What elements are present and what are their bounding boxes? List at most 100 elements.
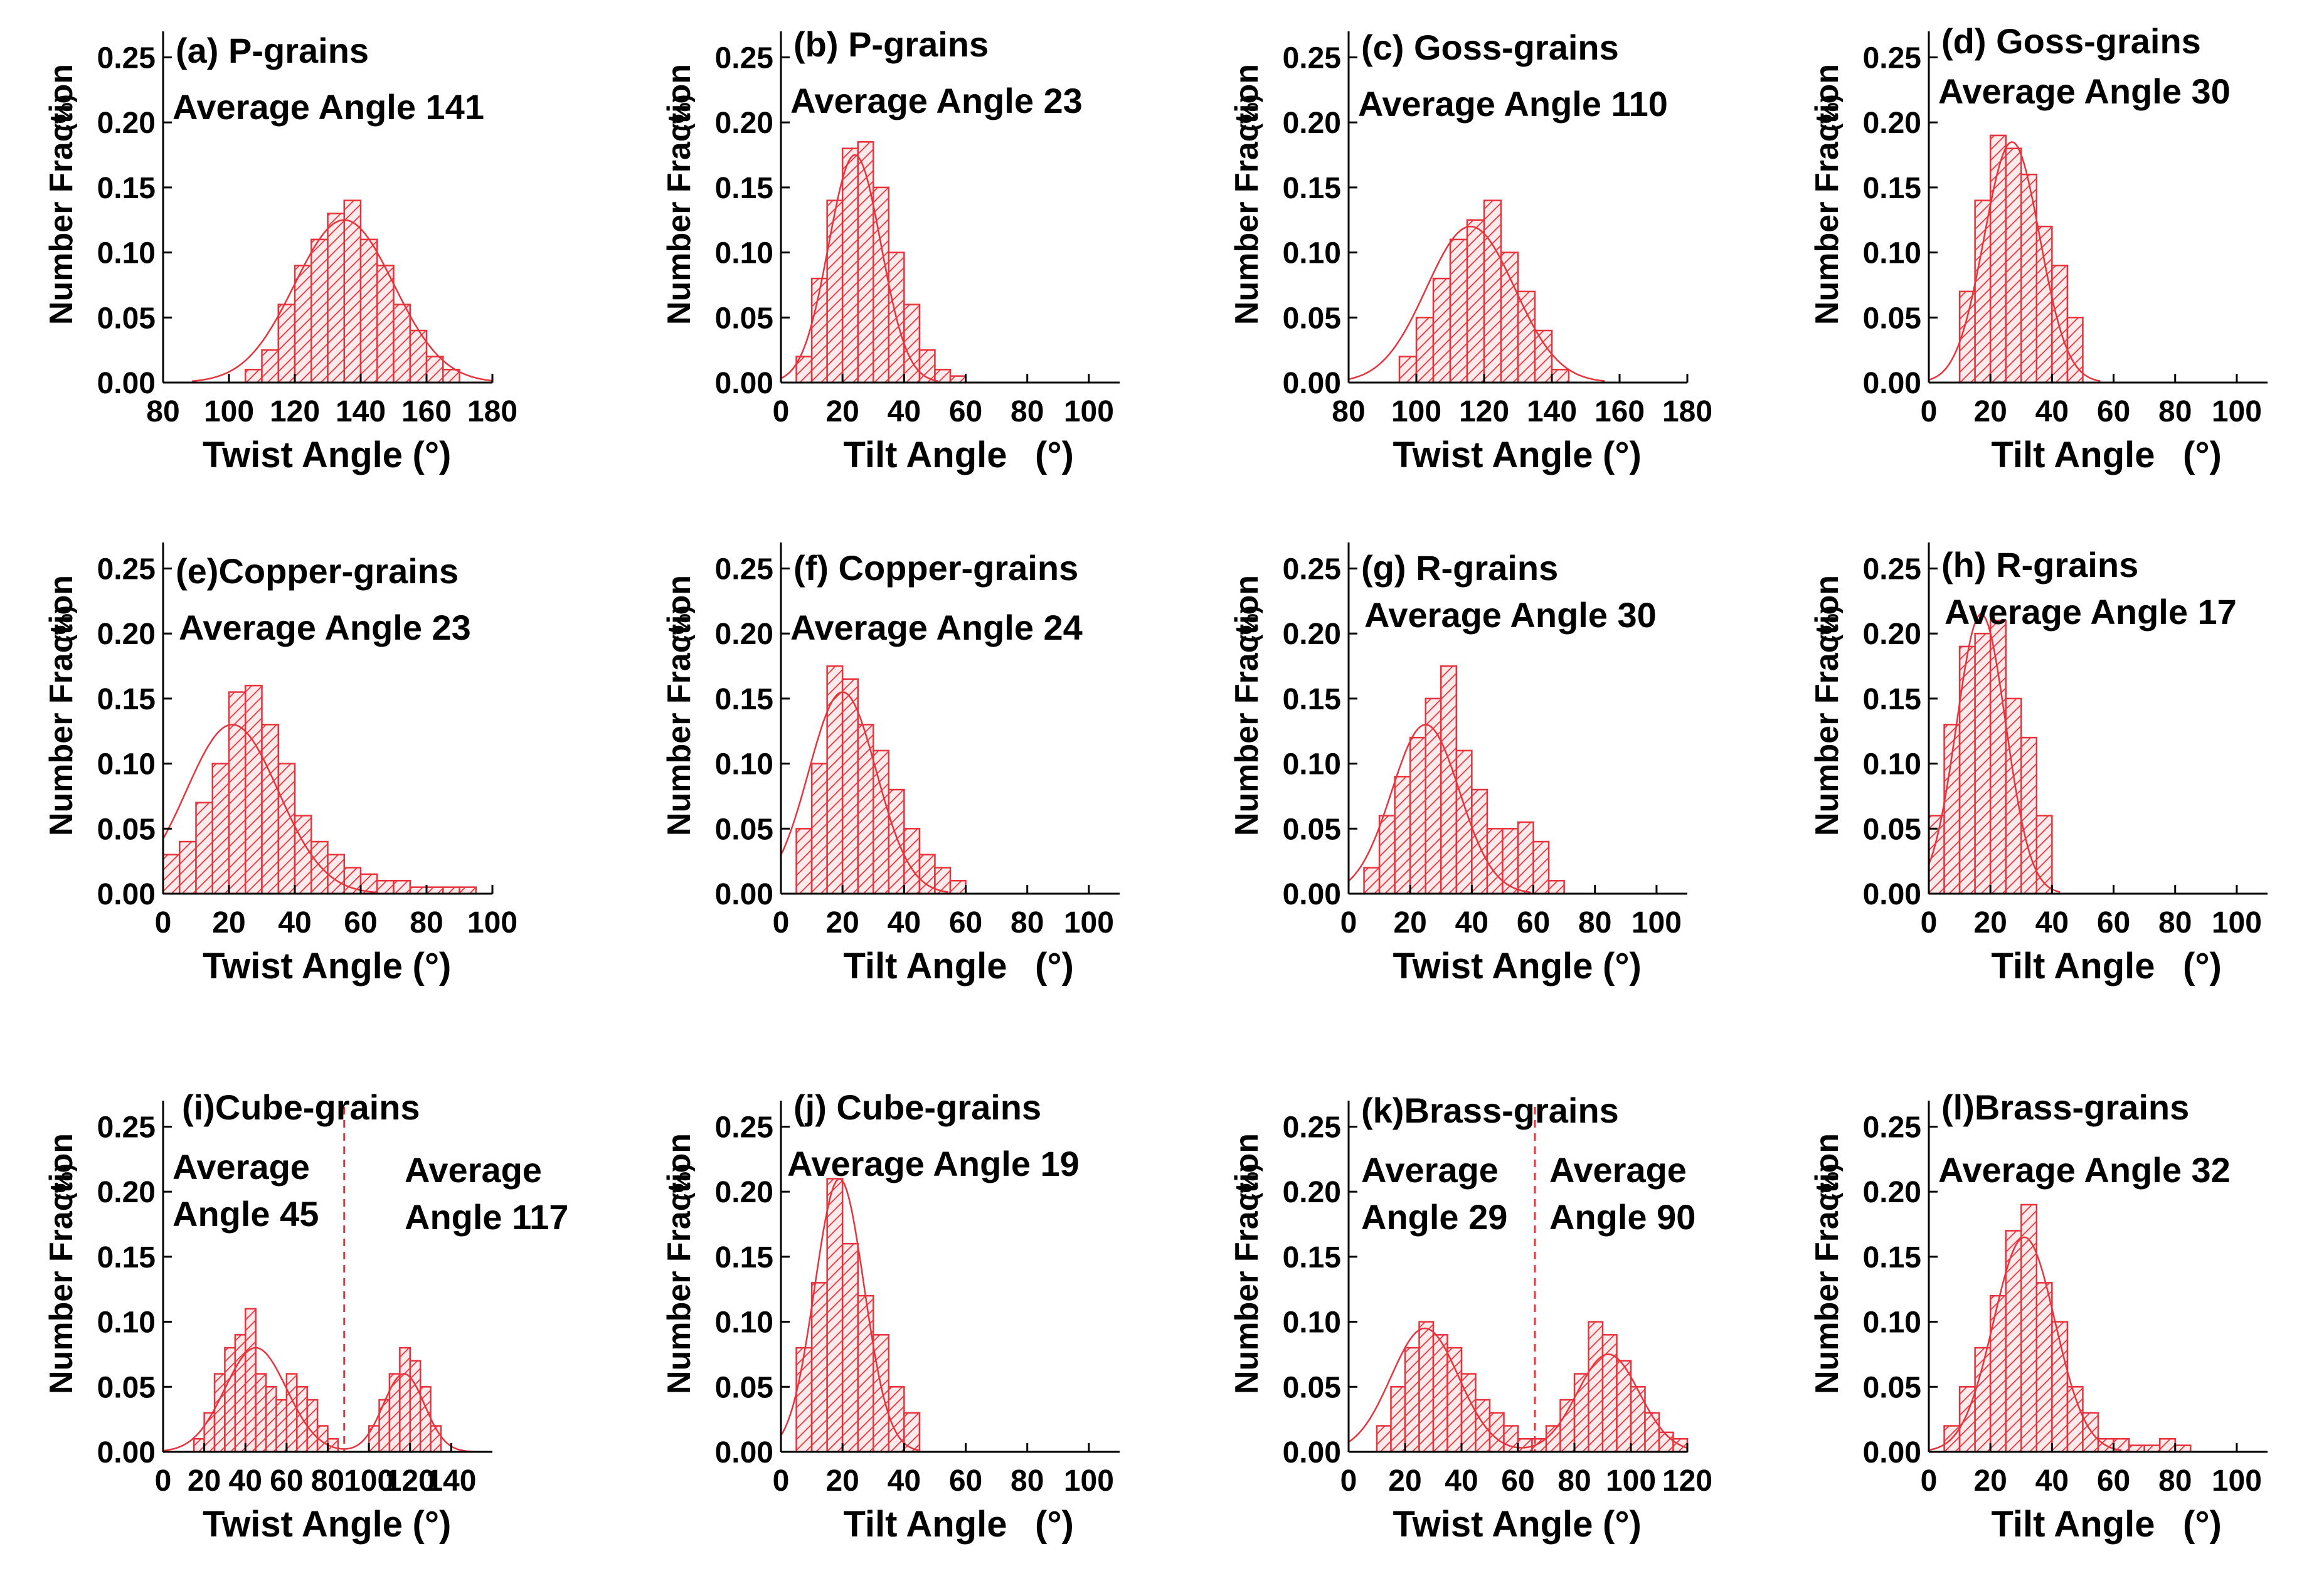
histogram-bar bbox=[2020, 1203, 2038, 1453]
histogram-bar bbox=[1989, 620, 2007, 895]
y-tick-label: 0.15 bbox=[1863, 683, 1921, 716]
y-tick-label: 0.20 bbox=[1283, 107, 1341, 140]
y-tick-label: 0.20 bbox=[97, 618, 156, 651]
y-tick-label: 0.00 bbox=[715, 1436, 773, 1469]
panel-title: (f) Copper-grains bbox=[793, 548, 1078, 588]
histogram-bar bbox=[245, 369, 263, 384]
y-tick-label: 0.20 bbox=[1863, 618, 1921, 651]
average-angle-annotation: Average Angle 110 bbox=[1358, 84, 1668, 124]
histogram-bar bbox=[388, 1373, 401, 1453]
y-tick-label: 0.05 bbox=[97, 1371, 156, 1404]
y-tick-label: 0.25 bbox=[97, 41, 156, 75]
histogram-bar bbox=[2020, 736, 2038, 895]
x-tick-label: 20 bbox=[1388, 1464, 1421, 1498]
y-tick-label: 0.25 bbox=[715, 553, 773, 586]
histogram-bar bbox=[1989, 1294, 2007, 1453]
y-tick-label: 0.15 bbox=[715, 683, 773, 716]
chart-panel-e: 0.00 0.05 0.10 0.15 0.20 0.25 0 20 40 60 80 100 Numb… bbox=[43, 542, 517, 987]
histogram-bar bbox=[306, 1399, 319, 1453]
y-tick-label: 0.00 bbox=[715, 878, 773, 911]
fit-curve bbox=[191, 219, 493, 383]
histogram-bar bbox=[826, 1178, 844, 1453]
histogram-bar bbox=[1630, 1386, 1646, 1453]
y-tick-label: 0.25 bbox=[1863, 1111, 1921, 1144]
x-tick-label: 140 bbox=[426, 1464, 476, 1498]
histogram-bar bbox=[179, 840, 197, 895]
x-axis-unit: (°) bbox=[1035, 1504, 1074, 1545]
chart-panel-b: 0.00 0.05 0.10 0.15 0.20 0.25 0 20 40 60 80 100 Numb… bbox=[661, 24, 1120, 475]
x-tick-label: 100 bbox=[344, 1464, 394, 1498]
y-tick-label: 0.00 bbox=[1283, 367, 1341, 400]
x-tick-label: 20 bbox=[1973, 395, 2007, 428]
y-tick-label: 0.05 bbox=[1863, 1371, 1921, 1404]
x-axis-unit: (°) bbox=[1035, 946, 1074, 987]
x-tick-label: 0 bbox=[773, 1464, 790, 1498]
histogram-bar bbox=[2035, 815, 2053, 895]
y-tick-label: 0.10 bbox=[1283, 1306, 1341, 1340]
histogram-bar bbox=[2005, 697, 2022, 895]
histogram-bar bbox=[277, 304, 296, 384]
histogram-bar bbox=[841, 147, 859, 384]
y-tick-label: 0.00 bbox=[1283, 1436, 1341, 1469]
x-axis-label: Twist Angle bbox=[1393, 946, 1593, 987]
histogram-bar bbox=[795, 1346, 813, 1453]
histogram-bar bbox=[2020, 173, 2038, 384]
y-axis-label: Number Fraction bbox=[43, 1133, 80, 1394]
histogram-bar bbox=[245, 684, 263, 895]
x-tick-label: 80 bbox=[311, 1464, 344, 1498]
histogram-bar bbox=[1517, 821, 1534, 895]
y-axis-label: Number Fraction bbox=[1809, 64, 1845, 325]
x-tick-label: 80 bbox=[1011, 906, 1044, 939]
histogram-bar bbox=[442, 369, 460, 384]
y-axis-unit: (%) bbox=[51, 605, 78, 642]
x-tick-label: 60 bbox=[344, 906, 377, 939]
histogram-bar bbox=[888, 788, 905, 895]
y-tick-label: 0.25 bbox=[97, 1111, 156, 1144]
x-tick-label: 40 bbox=[2035, 395, 2069, 428]
average-angle-annotation: Average bbox=[1549, 1150, 1687, 1190]
y-tick-label: 0.15 bbox=[715, 172, 773, 205]
histogram-bar bbox=[810, 763, 828, 895]
histogram-bar bbox=[1440, 665, 1458, 895]
x-tick-label: 0 bbox=[155, 906, 172, 939]
histogram-bar bbox=[1363, 867, 1381, 895]
histogram-bar bbox=[162, 854, 181, 895]
y-axis-unit: (%) bbox=[1817, 94, 1844, 131]
histogram-bar bbox=[1483, 199, 1502, 384]
histogram-bar bbox=[378, 1399, 391, 1453]
histogram-bar bbox=[2005, 147, 2022, 384]
y-tick-label: 0.10 bbox=[1863, 748, 1921, 781]
x-axis-unit: (°) bbox=[1603, 1504, 1642, 1545]
panel-title: (h) R-grains bbox=[1941, 545, 2138, 584]
x-axis-label: Twist Angle bbox=[1393, 1504, 1593, 1545]
histogram-bar bbox=[2035, 1282, 2053, 1453]
average-angle-annotation: Angle 90 bbox=[1549, 1197, 1695, 1237]
chart-panel-j: 0.00 0.05 0.10 0.15 0.20 0.25 0 20 40 60 80 100 Numb… bbox=[661, 1087, 1120, 1545]
average-angle-annotation: Average Angle 23 bbox=[179, 608, 471, 647]
x-tick-label: 0 bbox=[773, 906, 790, 939]
y-axis-label: Number Fraction bbox=[661, 64, 698, 325]
histogram-bar bbox=[841, 678, 859, 895]
x-tick-label: 80 bbox=[1578, 906, 1611, 939]
histogram-bar bbox=[2143, 1444, 2161, 1453]
x-tick-label: 80 bbox=[1557, 1464, 1591, 1498]
x-tick-label: 0 bbox=[155, 1464, 172, 1498]
y-tick-label: 0.05 bbox=[1283, 302, 1341, 335]
chart-panel-a: 0.00 0.05 0.10 0.15 0.20 0.25 80 100 120 140 160 18… bbox=[43, 31, 517, 475]
fit-curve bbox=[780, 154, 938, 382]
x-tick-label: 20 bbox=[212, 906, 245, 939]
y-tick-label: 0.05 bbox=[1863, 302, 1921, 335]
x-tick-label: 40 bbox=[888, 1464, 921, 1498]
histogram-bar bbox=[857, 1294, 874, 1453]
average-angle-annotation: Average Angle 141 bbox=[172, 87, 484, 127]
x-tick-label: 60 bbox=[949, 395, 982, 428]
y-axis-label: Number Fraction bbox=[661, 575, 698, 836]
panel-title: (b) P-grains bbox=[793, 24, 989, 64]
panel-title: (k)Brass-grains bbox=[1361, 1091, 1619, 1130]
panel-title: (e)Copper-grains bbox=[176, 551, 459, 591]
x-axis-label: Tilt Angle bbox=[844, 435, 1007, 475]
y-tick-label: 0.20 bbox=[1283, 618, 1341, 651]
histogram-bar bbox=[1409, 736, 1426, 895]
histogram-bar bbox=[1486, 828, 1504, 895]
y-axis-unit: (%) bbox=[1817, 605, 1844, 642]
